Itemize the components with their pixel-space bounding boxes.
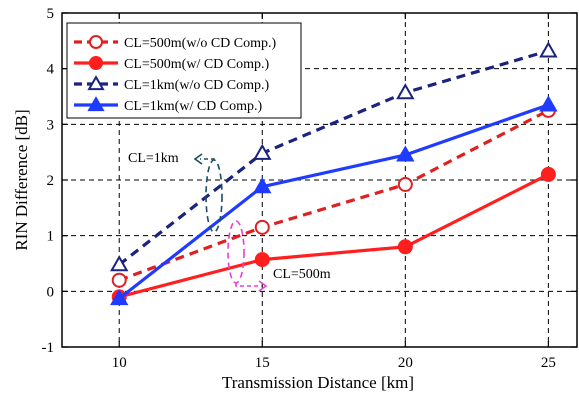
legend-marker [89,35,103,49]
legend-label: CL=500m(w/o CD Comp.) [124,36,277,51]
series-2 [111,166,556,305]
legend: CL=500m(w/o CD Comp.) CL=500m(w/ CD Comp.… [66,22,302,119]
x-axis-title: Transmission Distance [km] [222,373,414,392]
series-line-1 [118,108,550,282]
legend-entry-1: CL=500m(w/o CD Comp.) [74,35,277,51]
data-point-4-2 [253,177,272,194]
data-point-3-4 [539,41,558,58]
annotation-cl-500m-ellipse [227,220,245,284]
data-point-2-3 [397,239,413,255]
data-point-2-2 [254,252,270,268]
y-axis-title: RIN Difference [dB] [12,109,31,250]
data-point-4-3 [396,145,415,162]
annotation-cl-1km-label: CL=1km [128,151,179,166]
legend-entry-4: CL=1km(w/ CD Comp.) [74,96,263,114]
y-tick-label: 0 [47,284,55,300]
annotation-cl-500m-arrow [235,283,262,287]
y-tick-label: 5 [47,6,55,22]
annotation-cl-1km-arrowhead [193,153,203,165]
series-3 [110,41,558,272]
legend-label: CL=500m(w/ CD Comp.) [124,57,270,72]
legend-entry-3: CL=1km(w/o CD Comp.) [74,75,270,93]
y-tick-label: 4 [47,62,55,78]
y-tick-label: 3 [47,117,55,133]
x-tick-label: 10 [112,355,127,371]
axes [61,12,578,348]
legend-marker [87,96,105,112]
data-point-1-2 [254,219,270,235]
legend-marker [89,56,103,70]
legend-box [66,22,302,119]
data-point-1-1 [111,272,127,288]
data-point-3-3 [396,83,415,100]
annotation-cl-500m: CL=500m [227,220,331,292]
annotation-cl-1km: CL=1km [128,151,223,233]
annotation-cl-1km-arrow [200,158,215,160]
data-point-4-4 [539,95,558,112]
series-line-4 [118,103,549,300]
x-tick-label: 25 [541,355,556,371]
series-line-3 [118,49,549,266]
legend-label: CL=1km(w/o CD Comp.) [124,78,270,93]
x-tick-label: 15 [255,355,270,371]
y-tick-label: 1 [47,229,55,245]
tick-labels: -1 0 1 2 3 4 5 10 15 20 25 [42,6,556,371]
data-point-1-3 [397,176,413,192]
series-1 [111,102,556,288]
x-tick-label: 20 [398,355,413,371]
data-point-3-1 [110,255,129,272]
legend-entry-2: CL=500m(w/ CD Comp.) [74,56,270,72]
data-point-4-1 [110,289,129,306]
series-4 [110,95,558,306]
y-tick-label: -1 [42,340,55,356]
annotation-cl-500m-label: CL=500m [273,267,331,282]
data-point-3-2 [253,143,272,160]
data-point-2-4 [540,166,556,182]
legend-label: CL=1km(w/ CD Comp.) [124,99,263,114]
annotation-cl-500m-arrowhead [258,280,268,292]
legend-entries: CL=500m(w/o CD Comp.) CL=500m(w/ CD Comp.… [74,35,277,114]
legend-marker [87,75,105,91]
y-tick-label: 2 [47,173,55,189]
series-line-2 [118,173,550,299]
series-layer [110,41,558,306]
